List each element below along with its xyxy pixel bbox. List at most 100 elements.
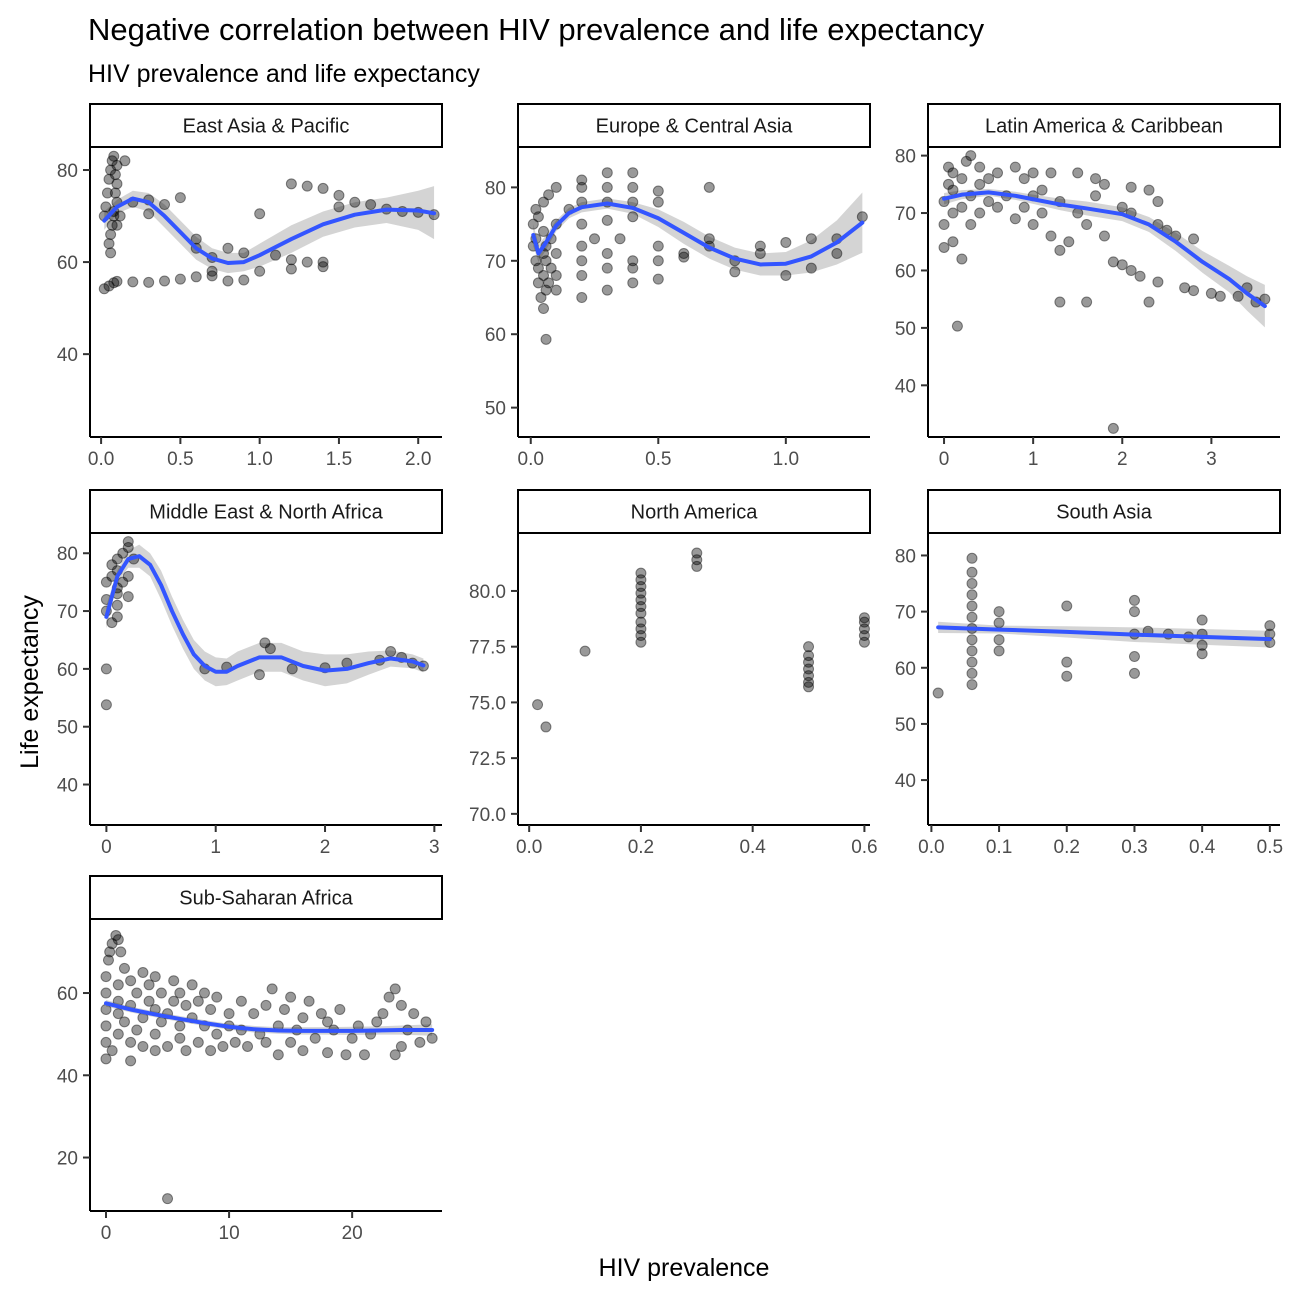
data-point [1054,296,1066,308]
x-tick-label: 0.6 [851,837,877,858]
confidence-ribbon [104,186,435,274]
data-point [125,975,137,987]
y-tick-label: 60 [485,325,506,346]
data-point [322,1016,334,1028]
data-point [229,1036,241,1048]
y-tick-label: 80 [895,546,916,567]
data-point [803,641,815,653]
data-point [992,167,1004,179]
data-point [614,233,626,245]
data-point [627,181,639,193]
data-point [253,669,265,681]
data-point [601,167,613,179]
data-point [174,192,186,204]
data-point [100,576,112,588]
data-point [285,263,297,275]
data-point [627,211,639,223]
data-point [272,1049,284,1061]
data-point [1152,196,1164,208]
data-point [635,594,647,606]
data-point [106,1045,118,1057]
data-point [601,247,613,259]
data-point [652,255,664,267]
data-point [102,954,114,966]
data-point [143,208,155,220]
data-point [538,303,550,315]
data-point [956,201,968,213]
facet-strip-label: East Asia & Pacific [183,116,350,138]
x-tick-label: 1.0 [773,449,799,470]
data-point [974,207,986,219]
data-point [627,255,639,267]
data-point [1061,656,1073,668]
data-point [119,155,131,167]
data-point [395,999,407,1011]
data-point [729,266,741,278]
data-point [803,650,815,662]
y-tick-label: 60 [57,984,78,1005]
x-tick-label: 1.5 [326,449,352,470]
data-point [938,241,950,253]
data-point [858,636,870,648]
data-point [222,242,234,254]
data-point [983,173,995,185]
data-point [1196,614,1208,626]
data-point [297,1045,309,1057]
data-point [131,1024,143,1036]
y-tick-label: 60 [57,253,78,274]
data-point [966,600,978,612]
data-point [149,971,161,983]
data-point [1128,606,1140,618]
data-point [589,233,601,245]
data-point [118,1016,130,1028]
data-point [805,262,817,274]
data-point [125,1055,137,1067]
data-point [270,249,282,261]
data-point [947,167,959,179]
data-point [111,178,123,190]
data-point [143,276,155,288]
data-point [1107,422,1119,434]
facet-strip [927,489,1281,534]
data-point [532,277,544,289]
data-point [108,277,120,289]
data-point [115,946,127,958]
facet-strip [89,103,443,148]
data-point [1188,285,1200,297]
data-point [264,643,276,655]
data-point [993,617,1005,629]
data-point [358,1049,370,1061]
x-tick-label: 10 [219,1223,240,1244]
panels: East Asia & Pacific 0.0 0.5 1.0 1.5 2.0 40 60 80… [57,103,1283,1244]
panel: Middle East & North Africa 0 1 2 3 40 50 60 70 80 [57,489,443,858]
data-point [180,999,192,1011]
data-point [691,554,703,566]
smooth-line [102,196,437,265]
data-point [1107,256,1119,268]
data-point [180,1045,192,1057]
confidence-ribbon [106,544,424,687]
data-point [956,173,968,185]
data-point [111,611,123,623]
y-tick-label: 50 [895,715,916,736]
data-point [1036,207,1048,219]
data-point [550,284,562,296]
data-point [1143,184,1155,196]
data-point [803,663,815,675]
data-point [550,181,562,193]
data-point [576,181,588,193]
data-point [938,219,950,231]
data-point [532,262,544,274]
y-tick-label: 70 [895,603,916,624]
data-point [678,247,690,259]
data-point [106,155,118,167]
data-point [966,645,978,657]
data-point [1128,667,1140,679]
data-point [155,987,167,999]
data-point [285,991,297,1003]
data-point [1196,648,1208,660]
points [100,929,438,1205]
data-point [259,637,271,649]
facet-strip [89,875,443,920]
data-point [1027,167,1039,179]
